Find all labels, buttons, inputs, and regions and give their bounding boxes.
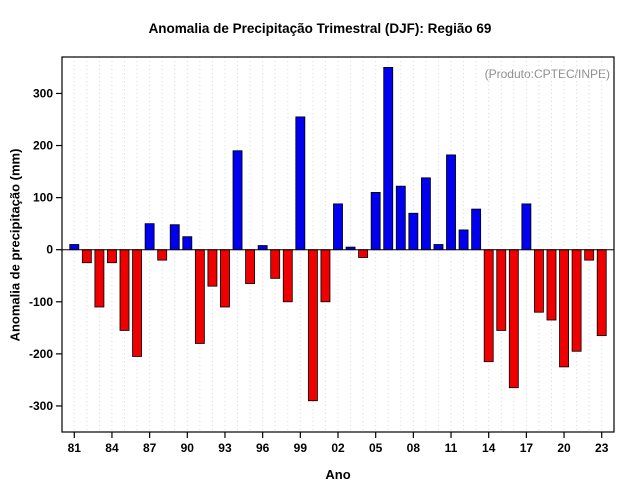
bar-92 bbox=[207, 249, 218, 287]
bar-97 bbox=[270, 249, 281, 279]
bar-93 bbox=[220, 249, 230, 308]
y-tick-label: 100 bbox=[33, 191, 53, 205]
x-tick-label: 08 bbox=[407, 441, 421, 455]
bar-07 bbox=[395, 185, 406, 251]
x-tick-label: 20 bbox=[557, 441, 571, 455]
bar-21 bbox=[571, 249, 582, 352]
bar-95 bbox=[245, 249, 256, 284]
bar-12 bbox=[458, 229, 469, 251]
x-tick-label: 87 bbox=[143, 441, 157, 455]
bar-04 bbox=[358, 249, 369, 258]
bar-85 bbox=[119, 249, 130, 331]
x-tick-label: 96 bbox=[256, 441, 270, 455]
bar-96 bbox=[257, 245, 268, 251]
bar-87 bbox=[144, 223, 155, 251]
bar-14 bbox=[483, 249, 494, 363]
bar-90 bbox=[182, 236, 193, 251]
x-tick-label: 93 bbox=[218, 441, 232, 455]
x-tick-label: 23 bbox=[595, 441, 609, 455]
source-note: (Produto:CPTEC/INPE) bbox=[484, 67, 610, 81]
x-tick-label: 14 bbox=[482, 441, 496, 455]
x-tick-label: 17 bbox=[520, 441, 534, 455]
bar-18 bbox=[534, 249, 544, 313]
bar-89 bbox=[169, 224, 180, 251]
bar-22 bbox=[584, 249, 595, 261]
bar-98 bbox=[282, 249, 293, 303]
bar-82 bbox=[81, 249, 92, 264]
y-tick-label: 200 bbox=[33, 139, 53, 153]
bar-00 bbox=[307, 249, 318, 402]
y-tick-label: 300 bbox=[33, 86, 53, 100]
bar-09 bbox=[420, 177, 431, 251]
bar-06 bbox=[383, 67, 394, 251]
x-tick-label: 02 bbox=[331, 441, 345, 455]
bar-17 bbox=[521, 203, 532, 251]
x-tick-label: 81 bbox=[68, 441, 82, 455]
bar-13 bbox=[471, 208, 482, 251]
bar-99 bbox=[295, 116, 306, 251]
bar-23 bbox=[596, 249, 607, 337]
bar-11 bbox=[446, 154, 456, 251]
chart-title: Anomalia de Precipitação Trimestral (DJF… bbox=[148, 21, 492, 36]
y-tick-label: 0 bbox=[46, 243, 53, 257]
bar-94 bbox=[232, 150, 243, 251]
x-tick-label: 05 bbox=[369, 441, 383, 455]
bar-02 bbox=[333, 203, 343, 251]
bar-84 bbox=[107, 249, 117, 264]
y-tick-label: -300 bbox=[29, 399, 53, 413]
bar-15 bbox=[496, 249, 507, 331]
bar-83 bbox=[94, 249, 105, 308]
bar-10 bbox=[433, 244, 444, 251]
bar-05 bbox=[370, 192, 381, 251]
x-tick-label: 90 bbox=[181, 441, 195, 455]
bar-91 bbox=[194, 249, 205, 344]
bar-88 bbox=[157, 249, 168, 261]
x-tick-label: 11 bbox=[445, 441, 458, 455]
bar-01 bbox=[320, 249, 331, 303]
bar-86 bbox=[132, 249, 142, 357]
bar-08 bbox=[408, 212, 419, 251]
y-tick-label: -200 bbox=[29, 347, 53, 361]
x-tick-label: 84 bbox=[105, 441, 119, 455]
bar-20 bbox=[559, 249, 569, 368]
bar-81 bbox=[69, 244, 80, 251]
bar-19 bbox=[546, 249, 557, 321]
x-axis-title: Ano bbox=[325, 467, 351, 482]
y-tick-label: -100 bbox=[29, 295, 53, 309]
x-tick-label: 99 bbox=[294, 441, 308, 455]
bar-16 bbox=[508, 249, 519, 389]
